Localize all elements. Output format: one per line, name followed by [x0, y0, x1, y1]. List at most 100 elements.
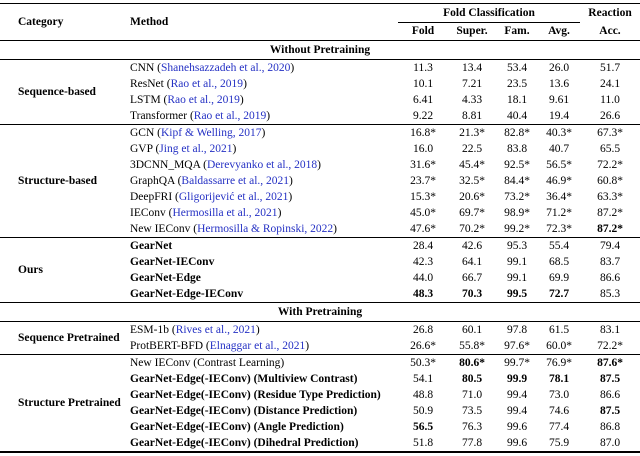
- band-row: With Pretraining: [0, 303, 640, 322]
- citation-link[interactable]: Elnaggar et al., 2021: [209, 340, 306, 352]
- value-cell-avg: 69.9: [548, 272, 570, 284]
- value-cell-fam: 18.1: [506, 94, 528, 106]
- value-cell-fold: 48.3: [412, 288, 434, 300]
- value-cell-fold: 50.9: [412, 405, 434, 417]
- method-cell: GearNet-Edge: [125, 270, 398, 286]
- col-header-acc: Acc.: [599, 24, 621, 37]
- category-cell-sequence-based: Sequence-based: [18, 86, 96, 98]
- citation-link[interactable]: Hermosilla & Ropinski, 2022: [197, 223, 334, 235]
- citation-link[interactable]: Jing et al., 2021: [159, 143, 233, 155]
- band-label-without-pretraining: Without Pretraining: [269, 44, 371, 56]
- value-cell-fold: 26.6*: [410, 340, 436, 352]
- method-name: CNN (: [130, 62, 161, 74]
- group-sequence-based: Sequence-based CNN (Shanehsazzadeh et al…: [0, 60, 640, 125]
- band-label-with-pretraining: With Pretraining: [277, 306, 363, 318]
- col-header-category: Category: [18, 16, 64, 28]
- method-name-suffix: ): [239, 94, 244, 106]
- value-cell-super: 60.1: [461, 324, 483, 336]
- band-row: Without Pretraining: [0, 41, 640, 60]
- table-row: GraphQA (Baldassarre et al., 2021) 23.7*…: [0, 173, 640, 189]
- value-cell-acc: 63.3*: [597, 191, 623, 203]
- category-cell-structure-pretrained: Structure Pretrained: [18, 397, 121, 409]
- method-cell: GearNet-Edge(-IEConv) (Angle Prediction): [125, 419, 398, 435]
- value-cell-fold: 16.8*: [410, 127, 436, 139]
- header-row-subcolumns: Fold Super. Fam. Avg. Acc.: [0, 23, 640, 41]
- value-cell-fold: 9.22: [412, 110, 434, 122]
- value-cell-acc: 83.7: [599, 256, 621, 268]
- value-cell-super: 8.81: [461, 110, 483, 122]
- value-cell-fam: 83.8: [506, 143, 528, 155]
- value-cell-super: 32.5*: [459, 175, 485, 187]
- value-cell-avg: 71.2*: [546, 207, 572, 219]
- value-cell-avg: 40.3*: [546, 127, 572, 139]
- method-name-suffix: ): [232, 143, 237, 155]
- value-cell-avg: 73.0: [548, 389, 570, 401]
- citation-link[interactable]: Derevyanko et al., 2018: [207, 159, 318, 171]
- value-cell-acc: 87.0: [599, 437, 621, 449]
- value-cell-fold: 47.6*: [410, 223, 436, 235]
- method-cell: CNN (Shanehsazzadeh et al., 2020): [125, 60, 398, 77]
- citation-link[interactable]: Rives et al., 2021: [175, 324, 256, 336]
- citation-link[interactable]: Baldassarre et al., 2021: [181, 175, 290, 187]
- table-row: GearNet-Edge-IEConv 48.3 70.3 99.5 72.7 …: [0, 286, 640, 303]
- col-group-fold-classification: Fold Classification: [398, 3, 580, 23]
- table-row: LSTM (Rao et al., 2019) 6.41 4.33 18.1 9…: [0, 92, 640, 108]
- method-cell: ProtBERT-BFD (Elnaggar et al., 2021): [125, 338, 398, 355]
- method-cell: GVP (Jing et al., 2021): [125, 141, 398, 157]
- value-cell-acc: 65.5: [599, 143, 621, 155]
- value-cell-fold: 15.3*: [410, 191, 436, 203]
- value-cell-super: 69.7*: [459, 207, 485, 219]
- value-cell-avg: 74.6: [548, 405, 570, 417]
- group-sequence-pretrained: Sequence Pretrained ESM-1b (Rives et al.…: [0, 322, 640, 355]
- table-row: GearNet-Edge(-IEConv) (Dihedral Predicti…: [0, 435, 640, 452]
- group-ours: Ours GearNet 28.4 42.6 95.3 55.4 79.4 Ge…: [0, 238, 640, 303]
- value-cell-acc: 11.0: [600, 94, 620, 106]
- citation-link[interactable]: Rao et al., 2019: [167, 94, 240, 106]
- table-row: Transformer (Rao et al., 2019) 9.22 8.81…: [0, 108, 640, 125]
- citation-link[interactable]: Rao et al., 2019: [170, 78, 244, 90]
- citation-link[interactable]: Gligorijević et al., 2021: [178, 191, 289, 203]
- method-cell: Transformer (Rao et al., 2019): [125, 108, 398, 125]
- value-cell-super: 73.5: [461, 405, 483, 417]
- value-cell-fam: 99.6: [506, 421, 528, 433]
- value-cell-fold: 16.0: [412, 143, 434, 155]
- method-name: DeepFRI (: [130, 191, 179, 203]
- value-cell-fam: 99.7*: [504, 357, 530, 369]
- table-row: GearNet-Edge(-IEConv) (Residue Type Pred…: [0, 387, 640, 403]
- value-cell-fam: 95.3: [506, 240, 528, 252]
- method-cell: ESM-1b (Rives et al., 2021): [125, 322, 398, 339]
- method-name: GearNet-Edge: [130, 272, 201, 284]
- value-cell-acc: 86.6: [599, 272, 621, 284]
- method-cell: GearNet-Edge-IEConv: [125, 286, 398, 303]
- value-cell-avg: 60.0*: [546, 340, 572, 352]
- value-cell-fam: 99.5: [506, 288, 528, 300]
- table-row: Ours GearNet 28.4 42.6 95.3 55.4 79.4: [0, 238, 640, 276]
- value-cell-acc: 85.3: [599, 288, 621, 300]
- value-cell-fold: 42.3: [412, 256, 434, 268]
- value-cell-fam: 23.5: [506, 78, 528, 90]
- method-cell: IEConv (Hermosilla et al., 2021): [125, 205, 398, 221]
- citation-link[interactable]: Hermosilla et al., 2021: [172, 207, 278, 219]
- citation-link[interactable]: Shanehsazzadeh et al., 2020: [161, 62, 291, 74]
- value-cell-avg: 75.9: [548, 437, 570, 449]
- method-name-suffix: ): [289, 175, 293, 187]
- method-name: New IEConv (: [130, 223, 198, 235]
- value-cell-avg: 78.1: [548, 373, 570, 385]
- method-name: GearNet: [130, 240, 173, 252]
- method-name: GearNet-Edge(-IEConv) (Angle Prediction): [130, 421, 344, 433]
- value-cell-acc: 87.2*: [597, 223, 623, 235]
- value-cell-fam: 40.4: [506, 110, 528, 122]
- benchmark-results-table: Category Method Fold Classification Reac…: [0, 3, 640, 453]
- method-name-suffix: ): [290, 62, 295, 74]
- method-cell: 3DCNN_MQA (Derevyanko et al., 2018): [125, 157, 398, 173]
- method-name-suffix: ): [333, 223, 338, 235]
- table-row: New IEConv (Hermosilla & Ropinski, 2022)…: [0, 221, 640, 238]
- value-cell-acc: 87.5: [599, 405, 621, 417]
- table-row: Sequence Pretrained ESM-1b (Rives et al.…: [0, 322, 640, 344]
- value-cell-super: 4.33: [461, 94, 483, 106]
- value-cell-fold: 10.1: [412, 78, 434, 90]
- value-cell-acc: 67.3*: [597, 127, 623, 139]
- value-cell-acc: 51.7: [599, 62, 621, 74]
- citation-link[interactable]: Kipf & Welling, 2017: [161, 127, 262, 139]
- citation-link[interactable]: Rao et al., 2019: [193, 110, 267, 122]
